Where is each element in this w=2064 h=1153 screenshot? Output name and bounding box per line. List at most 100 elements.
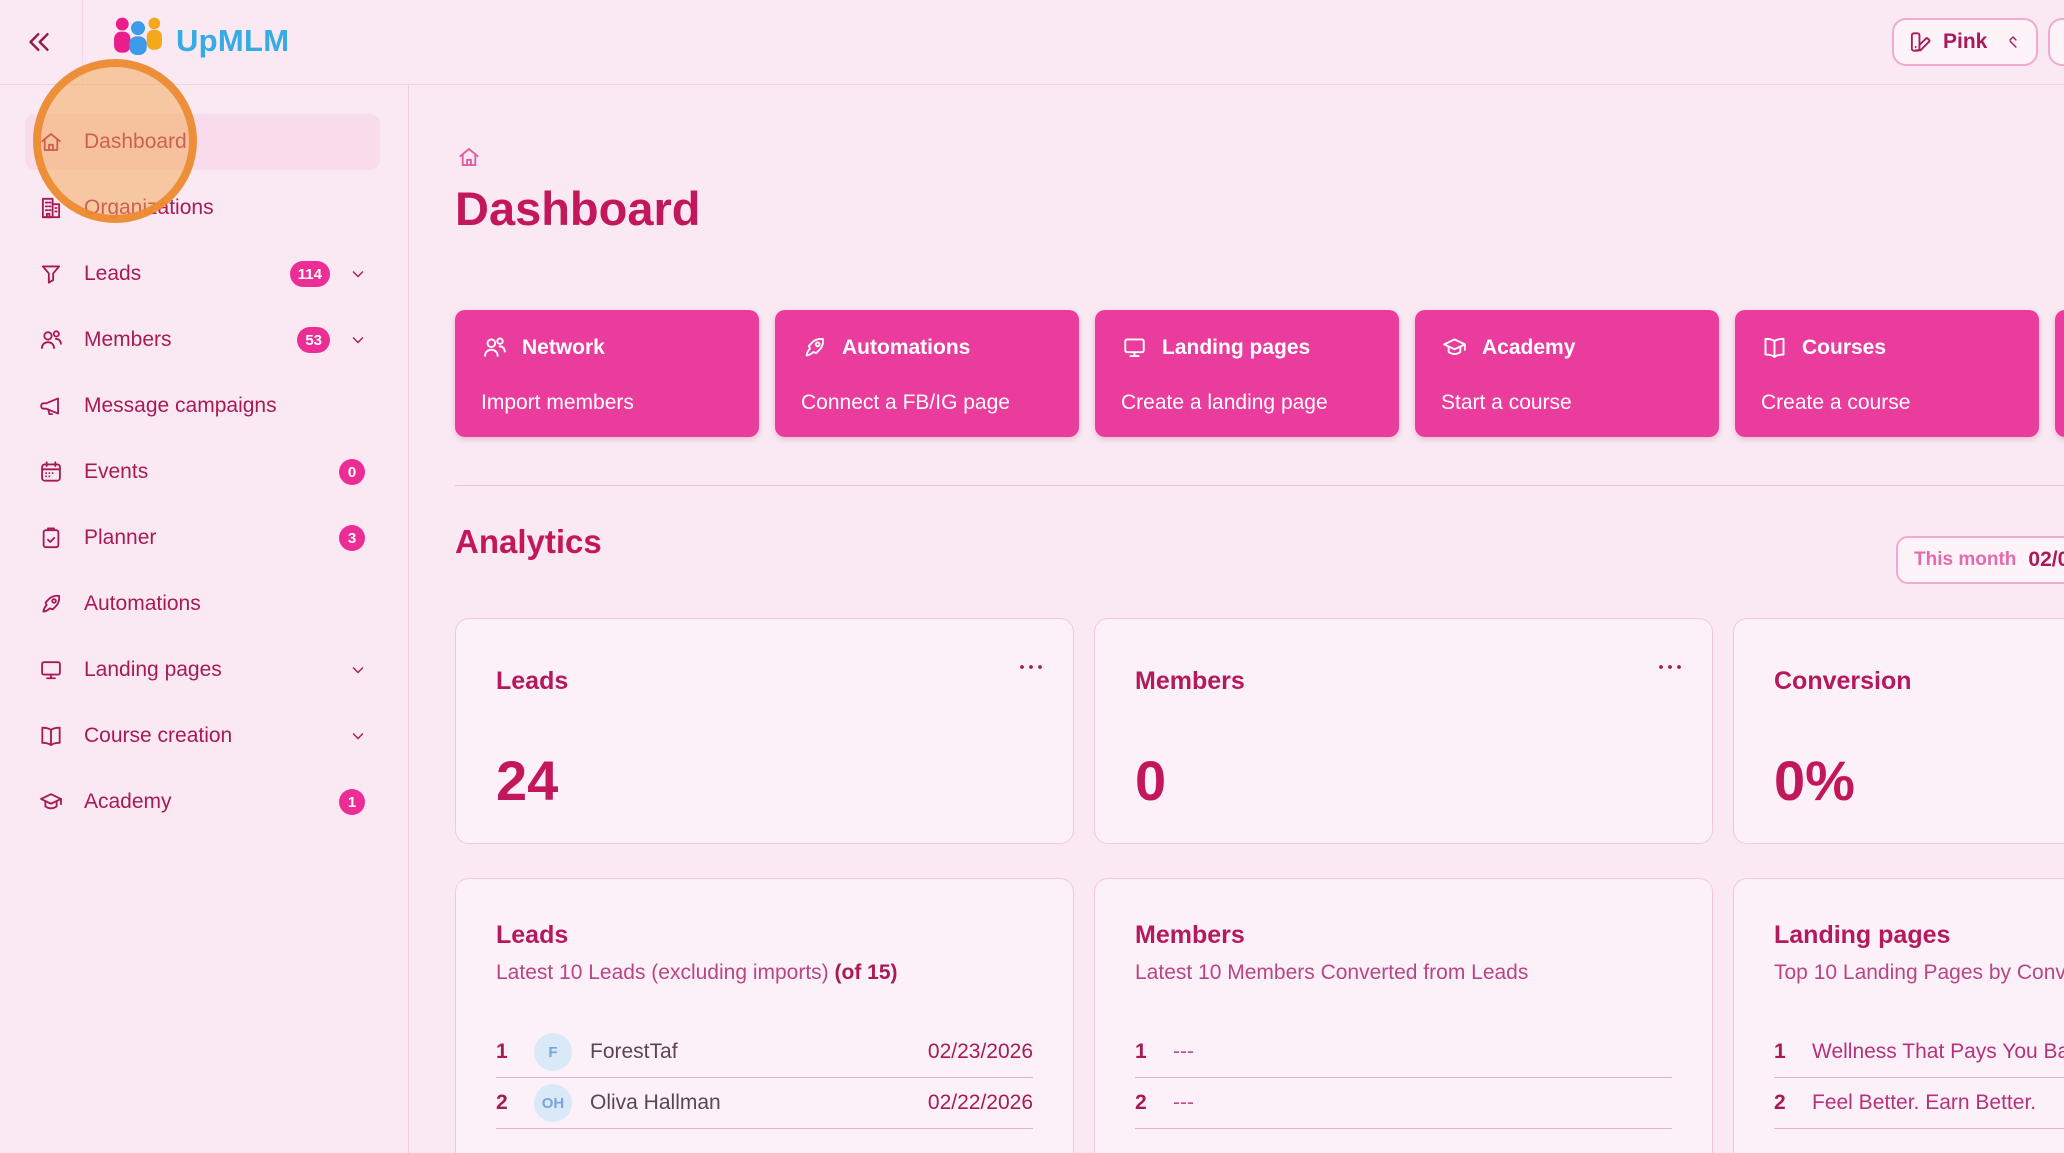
quick-action-subtitle: Create a course xyxy=(1761,391,1911,414)
sidebar-item-label: Academy xyxy=(84,790,172,813)
quick-action-courses[interactable]: Courses Create a course xyxy=(1735,310,2039,437)
quick-action-head: Network xyxy=(481,334,605,361)
list-card-members: Members Latest 10 Members Converted from … xyxy=(1094,878,1713,1153)
sidebar-item-label: Organizations xyxy=(84,196,214,219)
quick-action-subtitle: Create a landing page xyxy=(1121,391,1328,414)
analytics-heading: Analytics xyxy=(455,523,602,560)
row-name: --- xyxy=(1173,1091,1194,1114)
list-row[interactable]: 1 Wellness That Pays You Back xyxy=(1774,1027,2064,1078)
list-card-subtitle: Top 10 Landing Pages by Conversion xyxy=(1774,961,2064,984)
academy-icon xyxy=(1441,334,1468,361)
chevron-down-icon xyxy=(348,726,368,746)
theme-selector-value: Pink xyxy=(1943,30,1988,53)
sidebar-item-label: Members xyxy=(84,328,172,351)
row-date: 02/22/2026 xyxy=(927,1091,1033,1114)
sidebar-item-events[interactable]: Events 0 xyxy=(25,444,380,500)
stat-card-title: Leads xyxy=(496,667,569,695)
row-number: 2 xyxy=(496,1091,508,1114)
stat-card-conversion: Conversion 0% xyxy=(1733,618,2064,844)
row-number: 1 xyxy=(496,1040,508,1063)
quick-action-subtitle: Import members xyxy=(481,391,634,414)
list-card-leads: Leads Latest 10 Leads (excluding imports)… xyxy=(455,878,1074,1153)
breadcrumb-home-icon[interactable] xyxy=(456,144,482,170)
planner-icon xyxy=(38,525,64,551)
sidebar-item-automations[interactable]: Automations xyxy=(25,576,380,632)
quick-action-head: Courses xyxy=(1761,334,1886,361)
stat-card-title: Members xyxy=(1135,667,1245,695)
period-selector-button[interactable]: This month 02/0 xyxy=(1896,536,2064,584)
megaphone-icon xyxy=(38,393,64,419)
sidebar-item-leads[interactable]: Leads 114 xyxy=(25,246,380,302)
quick-action-title: Automations xyxy=(842,335,971,359)
members-icon xyxy=(38,327,64,353)
sidebar-item-label: Events xyxy=(84,460,149,483)
quick-action-automations[interactable]: Automations Connect a FB/IG page xyxy=(775,310,1079,437)
list-row[interactable]: 2 Feel Better. Earn Better. xyxy=(1774,1078,2064,1129)
card-menu-button[interactable] xyxy=(1654,655,1686,679)
logo-people-icon xyxy=(110,15,166,67)
quick-action-academy[interactable]: Academy Start a course xyxy=(1415,310,1719,437)
sidebar-item-label: Landing pages xyxy=(84,658,222,681)
card-menu-button[interactable] xyxy=(1015,655,1047,679)
list-card-landing-pages: Landing pages Top 10 Landing Pages by Con… xyxy=(1733,878,2064,1153)
list-card-title: Landing pages xyxy=(1774,921,1951,949)
sidebar-collapse-button[interactable] xyxy=(22,25,56,59)
sidebar: Dashboard Organizations Leads 114 Members 53 M… xyxy=(0,85,409,1153)
list-card-title: Leads xyxy=(496,921,569,949)
period-selector-value: 02/0 xyxy=(2028,548,2064,571)
list-row[interactable]: 1 F ForestTaf 02/23/2026 xyxy=(496,1027,1033,1078)
chevron-down-icon xyxy=(348,264,368,284)
sidebar-item-label: Planner xyxy=(84,526,157,549)
main-content: Dashboard Network Import members Automatio… xyxy=(409,85,2064,1153)
stat-card-title: Conversion xyxy=(1774,667,1912,695)
sidebar-item-organizations[interactable]: Organizations xyxy=(25,180,380,236)
app-logo[interactable]: UpMLM xyxy=(110,15,289,67)
sidebar-item-label: Automations xyxy=(84,592,201,615)
quick-action-subtitle: Start a course xyxy=(1441,391,1572,414)
members-icon xyxy=(481,334,508,361)
sidebar-item-message-campaigns[interactable]: Message campaigns xyxy=(25,378,380,434)
sidebar-item-planner[interactable]: Planner 3 xyxy=(25,510,380,566)
select-updown-icon xyxy=(2003,32,2023,52)
row-number: 2 xyxy=(1135,1091,1147,1114)
list-row[interactable]: 2 OH Oliva Hallman 02/22/2026 xyxy=(496,1078,1033,1129)
row-name: Feel Better. Earn Better. xyxy=(1812,1091,2037,1114)
sidebar-item-dashboard[interactable]: Dashboard xyxy=(25,114,380,170)
avatar: OH xyxy=(534,1084,572,1122)
page-title: Dashboard xyxy=(455,182,701,235)
header-action-button-partial[interactable] xyxy=(2048,18,2064,66)
sidebar-nav: Dashboard Organizations Leads 114 Members 53 M… xyxy=(0,85,408,830)
sidebar-item-members[interactable]: Members 53 xyxy=(25,312,380,368)
monitor-icon xyxy=(1121,334,1148,361)
stat-card-leads: Leads 24 xyxy=(455,618,1074,844)
quick-action-subtitle: Connect a FB/IG page xyxy=(801,391,1010,414)
book-icon xyxy=(1761,334,1788,361)
dots-icon xyxy=(1654,655,1686,679)
section-divider xyxy=(455,485,2064,486)
quick-action-network[interactable]: Network Import members xyxy=(455,310,759,437)
quick-action-title: Academy xyxy=(1482,335,1576,359)
row-date: 02/23/2026 xyxy=(927,1040,1033,1063)
sidebar-item-academy[interactable]: Academy 1 xyxy=(25,774,380,830)
list-row: 1 --- xyxy=(1135,1027,1672,1078)
count-badge: 114 xyxy=(289,261,330,287)
monitor-icon xyxy=(38,657,64,683)
sidebar-item-course-creation[interactable]: Course creation xyxy=(25,708,380,764)
count-badge: 53 xyxy=(297,327,330,353)
sidebar-item-label: Leads xyxy=(84,262,142,285)
rocket-icon xyxy=(801,334,828,361)
theme-selector-button[interactable]: Pink xyxy=(1892,18,2038,66)
quick-action-extra[interactable] xyxy=(2055,310,2064,437)
rocket-icon xyxy=(38,591,64,617)
sidebar-item-landing-pages[interactable]: Landing pages xyxy=(25,642,380,698)
calendar-icon xyxy=(38,459,64,485)
organizations-icon xyxy=(38,195,64,221)
row-name: --- xyxy=(1173,1040,1194,1063)
quick-action-landing-pages[interactable]: Landing pages Create a landing page xyxy=(1095,310,1399,437)
count-badge: 3 xyxy=(339,525,365,551)
sidebar-item-label: Dashboard xyxy=(84,130,187,153)
home-icon xyxy=(38,129,64,155)
header-divider xyxy=(82,0,83,84)
count-badge: 0 xyxy=(339,459,365,485)
